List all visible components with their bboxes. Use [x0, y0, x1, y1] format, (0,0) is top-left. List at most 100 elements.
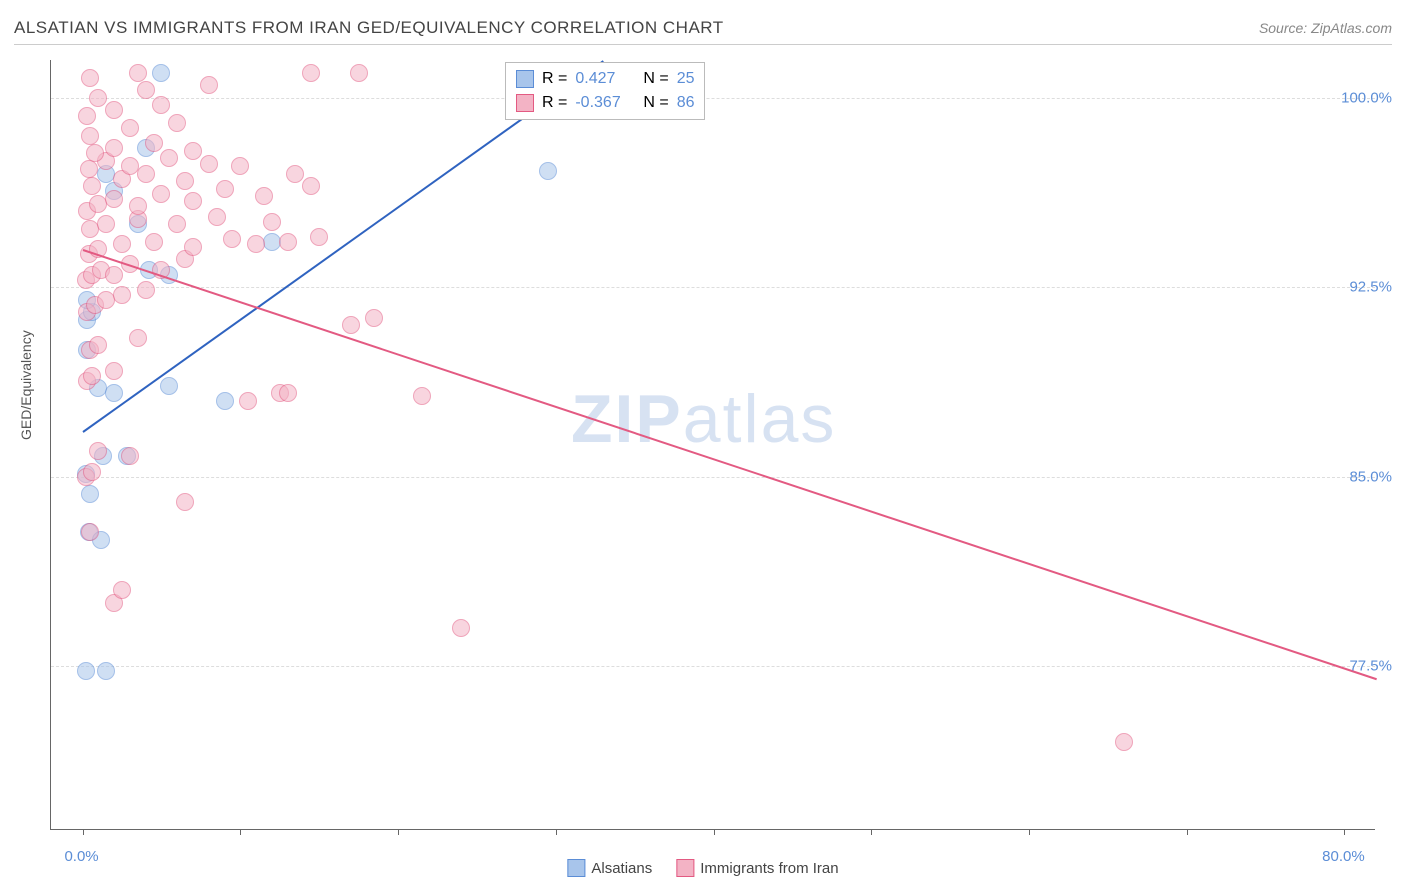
scatter-point — [105, 101, 123, 119]
stats-n-label: N = — [643, 67, 668, 91]
x-tick — [871, 829, 872, 835]
scatter-point — [247, 235, 265, 253]
scatter-point — [129, 329, 147, 347]
scatter-point — [223, 230, 241, 248]
scatter-point — [184, 238, 202, 256]
scatter-point — [176, 172, 194, 190]
grid-line — [51, 98, 1375, 99]
scatter-point — [208, 208, 226, 226]
x-tick — [83, 829, 84, 835]
x-tick — [1029, 829, 1030, 835]
stats-r-value: 0.427 — [575, 67, 635, 91]
y-tick-label: 92.5% — [1349, 279, 1392, 296]
scatter-point — [145, 134, 163, 152]
scatter-point — [152, 96, 170, 114]
watermark: ZIPatlas — [571, 380, 836, 458]
scatter-point — [452, 619, 470, 637]
stats-r-label: R = — [542, 67, 567, 91]
scatter-point — [89, 89, 107, 107]
scatter-point — [279, 384, 297, 402]
scatter-point — [83, 463, 101, 481]
scatter-point — [137, 281, 155, 299]
scatter-point — [539, 162, 557, 180]
scatter-point — [105, 362, 123, 380]
title-bar: ALSATIAN VS IMMIGRANTS FROM IRAN GED/EQU… — [14, 18, 1392, 45]
x-tick-label-left: 0.0% — [64, 848, 98, 865]
y-axis-label: GED/Equivalency — [18, 330, 34, 440]
scatter-point — [129, 64, 147, 82]
scatter-point — [184, 192, 202, 210]
stats-box: R =0.427N =25R =-0.367N =86 — [505, 62, 705, 120]
scatter-point — [113, 286, 131, 304]
stats-row: R = -0.367 N = 86 — [516, 91, 694, 115]
series-swatch — [516, 70, 534, 88]
scatter-point — [129, 197, 147, 215]
scatter-point — [286, 165, 304, 183]
scatter-point — [121, 447, 139, 465]
scatter-point — [152, 185, 170, 203]
stats-n-label: N = — [643, 91, 668, 115]
scatter-point — [302, 64, 320, 82]
legend-swatch — [567, 859, 585, 877]
scatter-point — [255, 187, 273, 205]
legend-item: Immigrants from Iran — [676, 859, 838, 877]
scatter-point — [176, 493, 194, 511]
scatter-point — [1115, 733, 1133, 751]
scatter-point — [121, 119, 139, 137]
scatter-point — [231, 157, 249, 175]
chart-title: ALSATIAN VS IMMIGRANTS FROM IRAN GED/EQU… — [14, 18, 724, 38]
y-tick-label: 100.0% — [1341, 89, 1392, 106]
scatter-point — [168, 215, 186, 233]
x-tick — [714, 829, 715, 835]
scatter-point — [121, 157, 139, 175]
x-tick — [1344, 829, 1345, 835]
scatter-point — [216, 180, 234, 198]
grid-line — [51, 477, 1375, 478]
scatter-point — [413, 387, 431, 405]
scatter-point — [89, 336, 107, 354]
stats-row: R =0.427N =25 — [516, 67, 694, 91]
scatter-point — [263, 213, 281, 231]
scatter-point — [168, 114, 186, 132]
legend-swatch — [676, 859, 694, 877]
legend-item: Alsatians — [567, 859, 652, 877]
stats-r-value: -0.367 — [575, 91, 635, 115]
scatter-point — [239, 392, 257, 410]
scatter-point — [81, 523, 99, 541]
x-tick-label-right: 80.0% — [1322, 848, 1365, 865]
legend-label: Immigrants from Iran — [700, 860, 838, 877]
scatter-point — [152, 64, 170, 82]
scatter-point — [83, 367, 101, 385]
scatter-point — [342, 316, 360, 334]
series-swatch — [516, 94, 534, 112]
scatter-point — [200, 155, 218, 173]
scatter-point — [105, 384, 123, 402]
scatter-point — [279, 233, 297, 251]
scatter-point — [77, 662, 95, 680]
scatter-point — [86, 144, 104, 162]
source-text: Source: ZipAtlas.com — [1259, 20, 1392, 36]
stats-n-value: 86 — [677, 91, 695, 115]
scatter-point — [302, 177, 320, 195]
scatter-point — [81, 127, 99, 145]
grid-line — [51, 287, 1375, 288]
scatter-point — [89, 442, 107, 460]
trend-line — [82, 249, 1376, 680]
plot-area: ZIPatlas — [50, 60, 1375, 830]
y-tick-label: 85.0% — [1349, 468, 1392, 485]
scatter-point — [81, 69, 99, 87]
scatter-point — [113, 581, 131, 599]
scatter-point — [81, 485, 99, 503]
scatter-point — [350, 64, 368, 82]
legend-label: Alsatians — [591, 860, 652, 877]
scatter-point — [137, 165, 155, 183]
scatter-point — [97, 215, 115, 233]
scatter-point — [310, 228, 328, 246]
x-tick — [398, 829, 399, 835]
x-tick — [240, 829, 241, 835]
chart-legend: Alsatians Immigrants from Iran — [567, 859, 838, 877]
stats-r-label: R = — [542, 91, 567, 115]
scatter-point — [200, 76, 218, 94]
scatter-point — [113, 235, 131, 253]
scatter-point — [105, 190, 123, 208]
